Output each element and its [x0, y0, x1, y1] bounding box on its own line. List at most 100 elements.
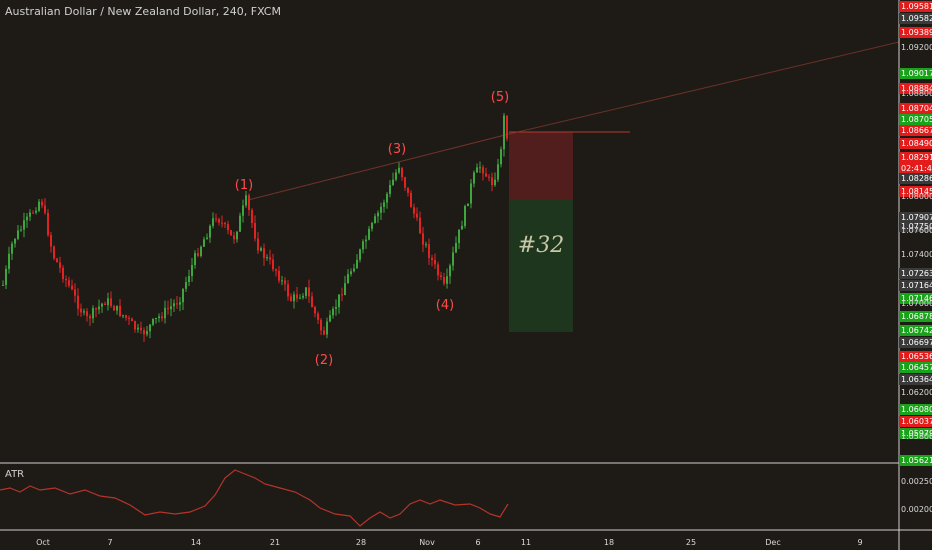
candle-body: [506, 115, 508, 139]
price-tag: 1.07164: [899, 280, 932, 291]
price-tag: 1.08705: [899, 114, 932, 125]
price-tag: 1.07263: [899, 268, 932, 279]
candle-body: [338, 294, 340, 308]
candle-body: [491, 177, 493, 186]
price-scale-label: 1.06200: [901, 388, 932, 397]
candle-body: [11, 243, 13, 254]
candle-body: [434, 259, 436, 265]
candle-body: [323, 330, 325, 335]
candle-body: [455, 243, 457, 253]
price-tag: 1.09389: [899, 27, 932, 38]
candle-body: [47, 212, 49, 236]
candle-body: [14, 238, 16, 244]
candle-body: [89, 316, 91, 319]
wave-trend-line[interactable]: [247, 134, 506, 201]
price-scale-label: 1.07400: [901, 250, 932, 259]
candle-body: [272, 259, 274, 270]
candle-body: [5, 268, 7, 285]
candle-body: [167, 307, 169, 310]
candle-body: [488, 176, 490, 178]
price-tag: 1.08884: [899, 83, 932, 94]
candle-body: [107, 298, 109, 305]
candle-body: [245, 195, 247, 206]
candle-body: [221, 222, 223, 224]
candle-body: [176, 303, 178, 305]
time-axis-label: 28: [355, 538, 367, 547]
candle-body: [233, 235, 235, 240]
candle-body: [50, 235, 52, 247]
candle-body: [395, 172, 397, 180]
symbol-title[interactable]: Australian Dollar / New Zealand Dollar, …: [5, 5, 281, 18]
candle-body: [119, 305, 121, 316]
candle-body: [362, 241, 364, 250]
candle-body: [191, 265, 193, 277]
time-axis-label: 21: [269, 538, 281, 547]
candle-body: [326, 321, 328, 335]
candle-body: [41, 201, 43, 206]
candle-body: [386, 193, 388, 203]
candle-body: [170, 306, 172, 310]
price-scale-label: 1.08000: [901, 192, 932, 201]
candle-body: [500, 149, 502, 165]
atr-line[interactable]: [0, 469, 509, 527]
candle-body: [8, 253, 10, 269]
candle-body: [224, 222, 226, 225]
candle-body: [443, 277, 445, 284]
candle-body: [68, 280, 70, 286]
take-profit-zone[interactable]: [509, 199, 573, 332]
candle-body: [185, 282, 187, 289]
candle-body: [125, 315, 127, 318]
time-axis-label: Nov: [419, 538, 435, 547]
candle-body: [503, 115, 505, 150]
candle-body: [230, 230, 232, 236]
candle-body: [350, 271, 352, 275]
candle-body: [494, 179, 496, 186]
candle-body: [98, 306, 100, 310]
candle-body: [464, 206, 466, 226]
candle-body: [368, 228, 370, 240]
price-scale-label: 1.07600: [901, 226, 932, 235]
candle-body: [320, 319, 322, 331]
candle-body: [470, 183, 472, 204]
candlesticks: [2, 113, 508, 342]
candle-body: [20, 229, 22, 231]
candle-body: [356, 259, 358, 269]
channel-trend-line[interactable]: [504, 41, 900, 136]
price-tag: 1.08286: [899, 173, 932, 184]
candle-body: [398, 167, 400, 173]
candle-body: [293, 294, 295, 302]
candle-body: [77, 295, 79, 309]
price-scale-label: 1.05800: [901, 432, 932, 441]
candle-body: [419, 217, 421, 234]
price-tag: 1.06037: [899, 416, 932, 427]
time-axis-label: 9: [857, 538, 863, 547]
candle-body: [305, 287, 307, 296]
price-tag: 1.06742: [899, 325, 932, 336]
candle-body: [26, 216, 28, 221]
candle-body: [314, 307, 316, 314]
candle-body: [269, 257, 271, 260]
candle-body: [140, 327, 142, 331]
candle-body: [200, 246, 202, 256]
candle-body: [101, 303, 103, 307]
candle-body: [344, 283, 346, 296]
candle-body: [113, 306, 115, 311]
candle-body: [23, 220, 25, 230]
candle-body: [53, 246, 55, 259]
candle-body: [227, 224, 229, 231]
candle-body: [92, 308, 94, 319]
candle-body: [104, 303, 106, 305]
price-tag: 1.09582: [899, 13, 932, 24]
price-tag: 1.06080: [899, 404, 932, 415]
stop-loss-zone[interactable]: [509, 132, 573, 199]
wave-label-5: (5): [490, 90, 510, 105]
time-axis-label: 18: [603, 538, 615, 547]
candle-body: [80, 308, 82, 313]
atr-indicator-label[interactable]: ATR: [5, 469, 25, 480]
price-tag: 1.08490: [899, 138, 932, 149]
candle-body: [380, 206, 382, 213]
candle-body: [275, 269, 277, 271]
candle-body: [155, 318, 157, 320]
